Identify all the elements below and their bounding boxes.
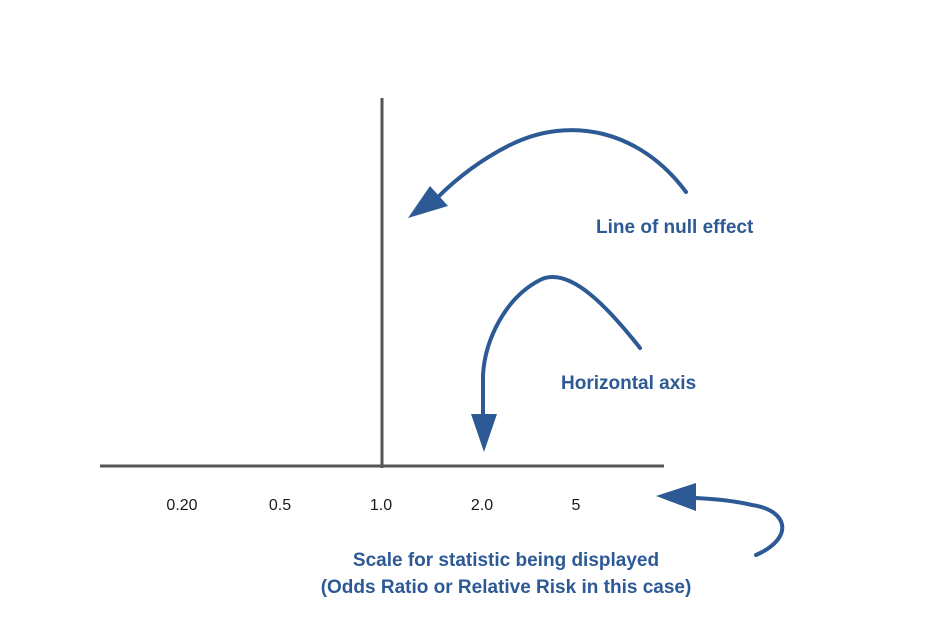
tick-label-0-5: 0.5 bbox=[269, 497, 291, 514]
curved-arrow-icon bbox=[471, 275, 642, 452]
tick-label-2-0: 2.0 bbox=[471, 497, 493, 514]
curved-arrow-icon bbox=[656, 483, 785, 557]
scale-label-line1: Scale for statistic being displayed bbox=[353, 550, 659, 571]
tick-label-1-0: 1.0 bbox=[370, 497, 392, 514]
horizontal-axis-label: Horizontal axis bbox=[561, 373, 696, 394]
null-effect-label: Line of null effect bbox=[596, 217, 754, 238]
tick-label-0-20: 0.20 bbox=[166, 497, 197, 514]
tick-label-5: 5 bbox=[572, 497, 581, 514]
curved-arrow-icon bbox=[408, 128, 688, 218]
scale-label-line2: (Odds Ratio or Relative Risk in this cas… bbox=[321, 577, 692, 598]
